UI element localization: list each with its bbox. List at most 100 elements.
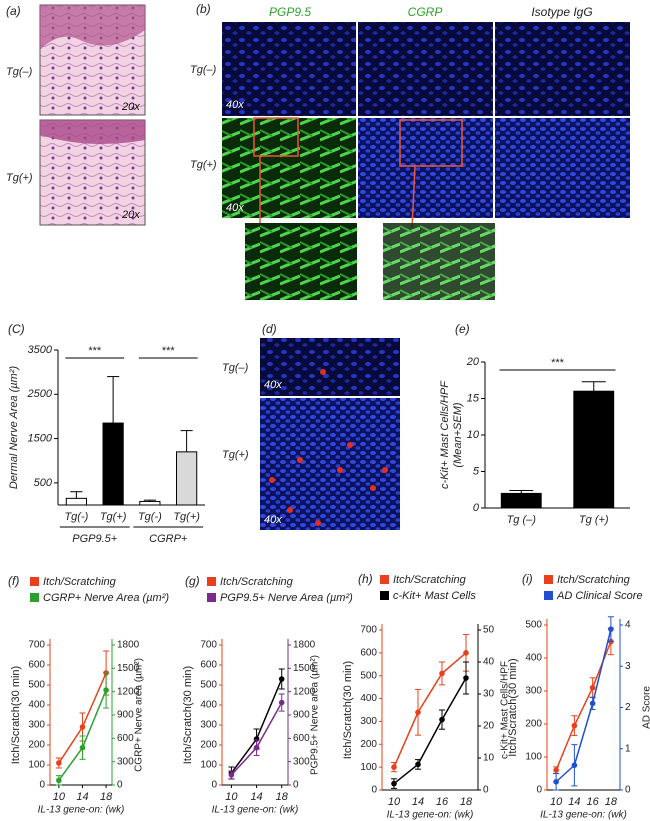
y2-tick-label: 50 (483, 625, 495, 636)
micrograph (222, 118, 356, 218)
series-line (393, 677, 467, 785)
data-point (278, 676, 285, 682)
data-point (608, 626, 614, 632)
y-tick-label: 200 (200, 740, 217, 751)
row-label: Tg(–) (222, 362, 249, 374)
y-tick-label: 100 (360, 762, 377, 773)
y2-axis-label: c-Kit+ Mast Cells/HPF (500, 661, 511, 759)
y2-tick-label: 4 (625, 620, 631, 631)
y-tick-label: 300 (525, 686, 542, 697)
data-point (589, 700, 596, 707)
y-tick-label: 600 (28, 660, 45, 671)
epidermis (40, 5, 145, 50)
panel-label: (g) (185, 574, 200, 588)
legend-label: c-Kit+ Mast Cells (393, 590, 476, 602)
legend-marker (544, 575, 553, 584)
bar (573, 390, 615, 509)
y2-tick-label: 1 (625, 743, 631, 754)
group-label: CGRP+ (149, 533, 188, 545)
panel-label: (e) (455, 322, 470, 336)
y2-tick-label: 40 (483, 657, 495, 668)
y2-tick-label: 600 (293, 733, 310, 744)
data-point (439, 716, 445, 723)
magnification: 40x (264, 514, 282, 526)
y2-tick-label: 1200 (293, 686, 316, 697)
x-axis-label: IL-13 gene-on: (wk) (540, 810, 627, 821)
y-tick-label: 700 (200, 640, 217, 651)
panel-label: (a) (6, 4, 21, 18)
bar (102, 422, 124, 506)
y-tick-label: 0 (211, 780, 217, 791)
legend-label: PGP9.5+ Nerve Area (µm²) (220, 592, 353, 604)
data-point (253, 744, 260, 751)
column-label: CGRP (408, 5, 443, 19)
y-tick-label: 500 (360, 670, 377, 681)
magnification: 40x (226, 99, 244, 111)
x-tick-label: 14 (76, 791, 88, 803)
y-tick-label: 500 (525, 620, 542, 631)
x-tick-label: 10 (225, 791, 238, 803)
y-tick-label: 0 (39, 780, 45, 791)
y-tick-label: 200 (28, 740, 45, 751)
y-tick-label: 0 (371, 785, 377, 796)
y-tick-label: 700 (28, 640, 45, 651)
data-point (391, 780, 397, 787)
row-label: Tg(–) (190, 64, 217, 76)
micrograph (222, 22, 356, 116)
significance-label: *** (162, 345, 176, 357)
magnification: 20x (121, 209, 140, 221)
significance-label: *** (551, 357, 565, 369)
y2-tick-label: 1800 (117, 640, 140, 651)
y-tick-label: 500 (34, 477, 53, 489)
y2-tick-label: 0 (625, 785, 631, 796)
y-axis-label: Dermal Nerve Area (µm²) (8, 366, 20, 490)
epidermis (40, 120, 145, 144)
micrograph (495, 118, 630, 218)
group-label: PGP9.5+ (72, 533, 118, 545)
x-tick-label: 18 (100, 791, 113, 803)
micrograph (358, 22, 493, 116)
x-tick-label: 14 (568, 796, 580, 808)
x-tick-label: 10 (53, 791, 66, 803)
x-tick-label: 14 (412, 796, 424, 808)
y2-tick-label: 300 (293, 756, 310, 767)
data-point (228, 772, 235, 778)
y-tick-label: 400 (200, 700, 217, 711)
data-point (553, 767, 559, 773)
y2-tick-label: 1200 (117, 686, 140, 697)
y2-axis-label: AD Score (642, 686, 650, 729)
y-tick-label: 10 (467, 429, 480, 441)
bar (139, 500, 161, 506)
y-tick-label: 20 (466, 356, 480, 368)
column-label: Isotype IgG (531, 5, 592, 19)
x-tick-label: 16 (587, 796, 600, 808)
y-tick-label: 400 (360, 693, 377, 704)
y-tick-label: 500 (28, 680, 45, 691)
legend-label: Itch/Scratching (220, 576, 294, 588)
legend-label: Itch/Scratching (557, 574, 631, 586)
y-tick-label: 5 (473, 465, 480, 477)
y-tick-label: 300 (360, 716, 377, 727)
legend-marker (30, 593, 39, 602)
micrograph (260, 398, 400, 530)
y-axis-label: c-Kit+ Mast Cells/HPF (439, 380, 451, 489)
y-tick-label: 100 (28, 760, 45, 771)
x-tick-label: 10 (550, 796, 563, 808)
data-point (463, 675, 469, 681)
panel-label: (i) (522, 572, 533, 586)
y-axis-label: Itch/Scratch(30 min) (10, 666, 22, 764)
y2-axis-label: PGP9.5+ Nerve area (µm²) (310, 655, 321, 775)
x-axis-label: IL-13 gene-on: (wk) (387, 810, 474, 821)
y-tick-label: 100 (525, 752, 542, 763)
data-point (79, 724, 86, 730)
y-tick-label: 400 (525, 653, 542, 664)
bar (176, 451, 198, 506)
micrograph (260, 338, 400, 396)
y-axis-label: Itch/Scratch(30 min) (182, 666, 194, 764)
y2-tick-label: 3 (625, 661, 631, 672)
zoom-arrow (411, 165, 416, 229)
y2-axis-label: CGRP+ Nerve area (µm²) (134, 658, 145, 772)
zoom-box (399, 119, 463, 167)
y-tick-label: 0 (536, 785, 542, 796)
